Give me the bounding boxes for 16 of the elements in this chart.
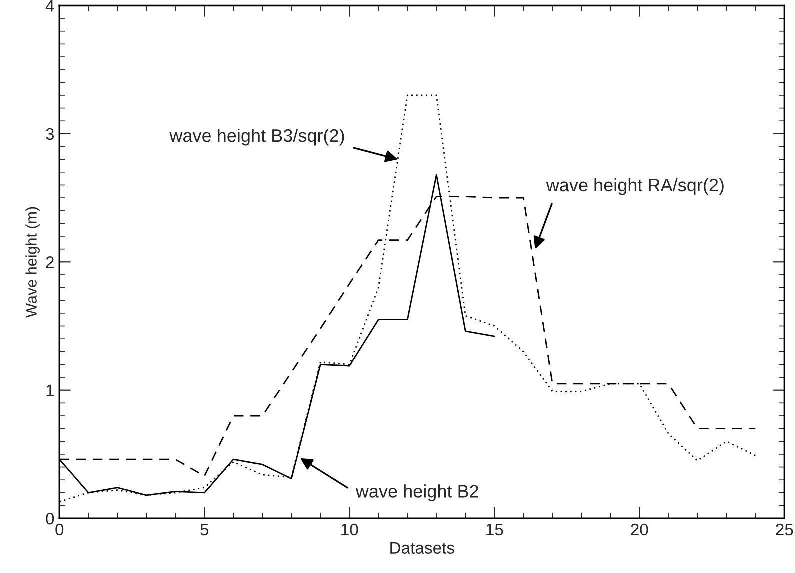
x-axis-title: Datasets	[390, 542, 454, 554]
y-tick-label: 3	[46, 128, 54, 140]
x-tick-label: 0	[56, 524, 64, 536]
x-tick-label: 25	[776, 524, 794, 536]
annotation: wave height B3/sqr(2)	[170, 128, 344, 146]
x-tick-label: 15	[486, 524, 504, 536]
y-tick-label: 2	[46, 256, 54, 268]
annotation: wave height RA/sqr(2)	[546, 178, 724, 196]
y-tick-label: 1	[46, 384, 54, 396]
x-tick-label: 10	[342, 524, 358, 536]
annotation: wave height B2	[356, 484, 478, 502]
y-tick-label: 4	[46, 0, 54, 12]
x-tick-label: 5	[200, 524, 209, 536]
y-tick-label: 0	[46, 512, 54, 525]
y-axis-title: Wave height (m)	[26, 207, 40, 318]
x-tick-label: 20	[631, 524, 648, 536]
